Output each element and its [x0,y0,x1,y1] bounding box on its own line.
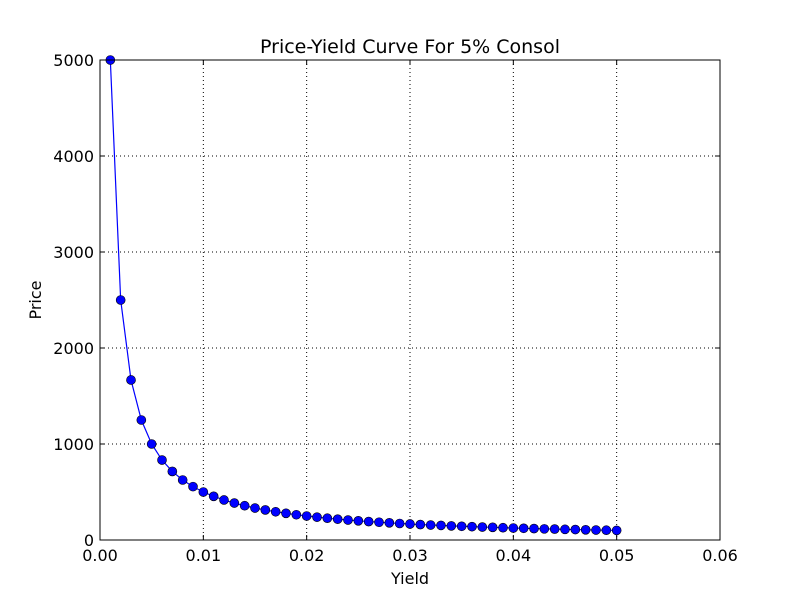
data-point [405,519,415,529]
data-point [477,522,488,532]
data-point [208,491,219,502]
data-point [549,524,560,534]
x-tick-label: 0.01 [186,546,222,565]
data-point [529,523,539,534]
y-axis-label: Price [26,280,45,319]
data-point [198,487,209,497]
y-tick-label: 1000 [53,435,94,454]
x-tick-label: 0.04 [496,546,532,565]
data-point [425,520,436,530]
data-point [167,466,178,477]
data-point [394,518,405,529]
data-point [487,522,498,533]
data-point [570,524,581,535]
data-point [436,520,446,531]
y-tick-label: 3000 [53,243,94,262]
data-point [580,525,591,535]
y-tick-label: 5000 [53,51,94,70]
data-point [332,514,343,524]
x-tick-label: 0.00 [82,546,118,565]
data-point [518,523,529,534]
data-point [384,518,395,528]
data-point [498,522,508,533]
data-point [611,525,622,536]
x-tick-label: 0.05 [599,546,635,565]
y-tick-label: 0 [84,531,94,550]
data-point [374,517,384,528]
x-tick-label: 0.02 [289,546,325,565]
x-axis-label: Yield [390,569,429,588]
data-point [270,506,281,517]
data-point [446,521,457,531]
data-point [146,439,157,449]
data-point [560,524,570,535]
y-tick-label: 2000 [53,339,94,358]
data-point [363,516,374,527]
chart-title: Price-Yield Curve For 5% Consol [260,36,560,58]
data-point [343,515,353,525]
data-point [415,519,426,530]
data-point [177,475,188,485]
x-tick-label: 0.03 [392,546,428,565]
data-point [591,525,601,535]
data-point [281,508,291,519]
data-point [312,512,322,522]
data-series [105,55,622,536]
y-tick-label: 4000 [53,147,94,166]
data-point [539,524,550,534]
data-point [467,521,477,532]
data-point [353,515,364,526]
data-point [456,521,467,532]
data-point [136,415,147,425]
data-point [157,455,167,465]
data-point [601,525,612,536]
data-point [219,495,229,505]
data-point [508,523,519,533]
data-point [188,481,198,492]
axis-ticks: 0.00 0.01 0.02 0.03 0.04 0.05 0.06 0 1000 2000 300… [53,51,738,565]
data-point [260,505,271,515]
x-tick-label: 0.06 [702,546,738,565]
data-point [229,498,240,508]
data-point [126,375,136,385]
data-point [322,513,333,524]
data-point [291,509,302,520]
data-point [301,511,312,521]
data-point [250,503,260,513]
data-point [239,500,250,511]
data-point [115,295,126,305]
grid-lines [100,60,720,540]
